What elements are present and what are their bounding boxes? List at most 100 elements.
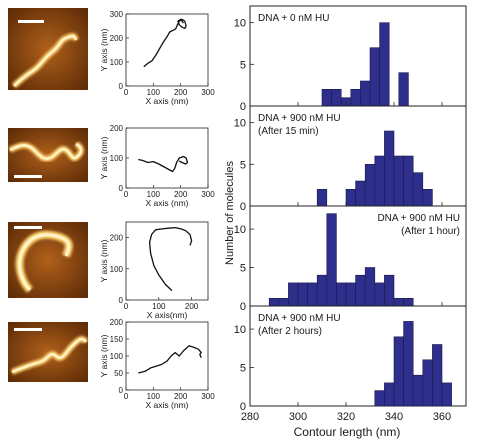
panel-label: DNA + 900 nM HU: [258, 313, 341, 324]
trace-ylabel: Y axis (nm): [99, 239, 109, 282]
histogram-panel-1: 0 5 10 DNA + 0 nM HU: [234, 5, 467, 113]
histogram-bar: [379, 22, 390, 107]
histogram-bar: [307, 282, 318, 307]
y-tick-label: 200: [110, 318, 124, 327]
scale-bar: [14, 328, 42, 331]
trace-frame: [125, 321, 209, 391]
panel-sublabel: (After 2 hours): [258, 326, 322, 337]
histogram-bar: [316, 189, 328, 207]
trace-xlabel: X axis(nm): [147, 310, 188, 320]
histogram-bar: [360, 80, 371, 107]
histogram-bar: [412, 374, 424, 407]
trace-ylabel: Y axis (nm): [99, 136, 109, 179]
histogram-bar: [355, 274, 366, 307]
histogram-bar: [403, 321, 414, 407]
histogram-bar: [364, 164, 376, 207]
histogram-bar: [345, 282, 356, 307]
y-tick-label: 5: [240, 59, 246, 71]
afm-image-2: [8, 128, 88, 182]
x-tick-label: 280: [241, 411, 259, 423]
y-tick-label: 10: [234, 224, 246, 236]
histogram-bar: [374, 282, 385, 307]
y-tick-label: 100: [110, 265, 124, 274]
x-tick-label: 200: [174, 190, 188, 199]
histogram-bar: [403, 297, 414, 307]
y-tick-label: 100: [110, 154, 124, 163]
histogram-bar: [384, 274, 395, 307]
x-tick-label: 340: [385, 411, 403, 423]
scale-bar: [14, 226, 42, 229]
x-tick-label: 100: [147, 392, 161, 401]
panel-sublabel: (After 1 hour): [401, 226, 460, 237]
histogram-bar: [384, 382, 395, 407]
y-tick-label: 5: [240, 363, 246, 375]
histogram-xlabel: Contour length (nm): [294, 425, 401, 439]
trace-frame: [125, 127, 209, 189]
histogram-bar: [316, 274, 328, 307]
histogram-bar: [364, 267, 376, 307]
y-tick-label: 0: [240, 301, 246, 313]
histogram-bar: [350, 89, 361, 107]
histogram-bar: [393, 155, 404, 207]
y-tick-label: 0: [240, 201, 246, 213]
histogram-bar: [422, 359, 433, 407]
histogram-bar: [288, 282, 299, 307]
y-tick-label: 10: [234, 118, 246, 130]
x-tick-label: 300: [201, 392, 215, 401]
trace-xlabel: X axis (nm): [146, 198, 189, 208]
dna-trace-line: [143, 18, 187, 68]
trace-ylabel: Y axis (nm): [99, 334, 109, 377]
histograms: 0 5 10 DNA + 0 nM HU 0 5 10 DNA + 900 nM HU (Aft…: [234, 5, 467, 423]
trace-plot-1: 0 100 200 300 0 100 200 300 X axis (nm) Y axis (n…: [99, 10, 215, 106]
x-tick-label: 100: [147, 88, 161, 97]
x-tick-label: 0: [124, 392, 129, 401]
histogram-bar: [432, 344, 443, 407]
y-tick-label: 0: [119, 82, 124, 91]
afm-image-3: [8, 222, 88, 298]
x-tick-label: 360: [433, 411, 451, 423]
histogram-bar: [326, 213, 337, 307]
histogram-panel-2: 0 5 10 DNA + 900 nM HU (After 15 min): [234, 105, 467, 213]
dna-trace-line: [138, 345, 202, 374]
y-tick-label: 300: [110, 10, 124, 19]
y-tick-label: 0: [240, 101, 246, 113]
dna-trace-line: [138, 155, 189, 173]
x-tick-label: 300: [201, 190, 215, 199]
y-tick-label: 0: [119, 296, 124, 305]
histogram-bar: [278, 297, 289, 307]
x-tick-label: 300: [289, 411, 307, 423]
histogram-bar: [398, 72, 409, 107]
y-tick-label: 50: [114, 369, 123, 378]
y-tick-label: 150: [110, 335, 124, 344]
panel-label: DNA + 900 nM HU: [377, 213, 460, 224]
y-tick-label: 10: [234, 18, 246, 30]
y-tick-label: 200: [110, 234, 124, 243]
scale-bar: [14, 175, 42, 178]
y-tick-label: 10: [234, 324, 246, 336]
histogram-bar: [422, 189, 433, 207]
histogram-bar: [355, 180, 366, 207]
histogram-bar: [345, 189, 356, 207]
afm-images: [8, 8, 89, 382]
y-tick-label: 100: [110, 352, 124, 361]
histogram-bar: [374, 155, 385, 207]
trace-xlabel: X axis (nm): [146, 400, 189, 410]
y-tick-label: 200: [110, 124, 124, 133]
afm-image-1: [8, 8, 88, 90]
x-tick-label: 0: [124, 302, 129, 311]
histogram-bar: [336, 282, 347, 307]
histogram-bar: [268, 297, 280, 307]
histogram-bar: [331, 89, 342, 107]
trace-frame: [125, 13, 209, 87]
histogram-bar: [374, 390, 385, 407]
trace-plots: 0 100 200 300 0 100 200 300 X axis (nm) Y axis (n…: [99, 10, 215, 410]
histogram-bar: [393, 336, 404, 407]
panel-sublabel: (After 15 min): [258, 126, 319, 137]
x-tick-label: 0: [124, 88, 129, 97]
histogram-bar: [369, 47, 380, 107]
trace-xlabel: X axis (nm): [146, 96, 189, 106]
histogram-panel-3: 0 5 10 DNA + 900 nM HU (After 1 hour): [234, 205, 467, 313]
